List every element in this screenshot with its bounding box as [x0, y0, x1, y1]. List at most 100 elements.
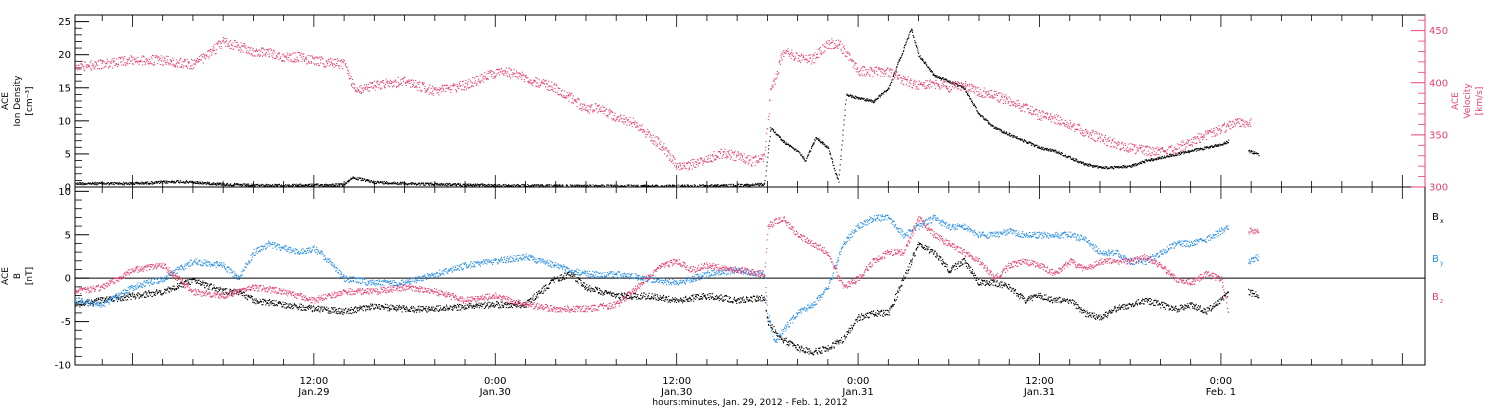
- velocity-point: [213, 46, 214, 47]
- velocity-point: [154, 62, 155, 63]
- velocity-point: [274, 50, 275, 51]
- velocity-point: [340, 66, 341, 67]
- velocity-point: [862, 75, 863, 76]
- velocity-point: [1141, 147, 1142, 148]
- ion-density-point: [1132, 166, 1133, 167]
- velocity-point: [378, 87, 379, 88]
- velocity-point: [450, 89, 451, 90]
- velocity-point: [665, 147, 666, 148]
- velocity-point: [387, 83, 388, 84]
- ion-density-point: [1137, 164, 1138, 165]
- ion-density-point: [1125, 166, 1126, 167]
- velocity-point: [1069, 128, 1070, 129]
- velocity-point: [1182, 140, 1183, 141]
- velocity-point: [145, 62, 146, 63]
- velocity-point: [513, 76, 514, 77]
- velocity-point: [579, 99, 580, 100]
- velocity-point: [503, 70, 504, 71]
- velocity-point: [766, 141, 767, 142]
- velocity-point: [1002, 94, 1003, 95]
- velocity-point: [1010, 98, 1011, 99]
- ion-density-point: [1174, 155, 1175, 156]
- velocity-point: [226, 38, 227, 39]
- velocity-point: [1098, 138, 1099, 139]
- ion-density-point: [766, 166, 767, 167]
- ion-density-point: [874, 102, 875, 103]
- velocity-point: [545, 86, 546, 87]
- velocity-point: [829, 44, 830, 45]
- velocity-point: [213, 47, 214, 48]
- velocity-point: [580, 108, 581, 109]
- ion-density-point: [89, 182, 90, 183]
- velocity-point: [978, 91, 979, 92]
- ion-density-point: [935, 76, 936, 77]
- velocity-point: [559, 88, 560, 89]
- velocity-point: [195, 64, 196, 65]
- velocity-point: [928, 84, 929, 85]
- ion-density-point: [281, 184, 282, 185]
- velocity-point: [572, 102, 573, 103]
- ion-density-point: [819, 139, 820, 140]
- ion-density-point: [887, 89, 888, 90]
- velocity-point: [793, 56, 794, 57]
- ion-density-point: [1215, 144, 1216, 145]
- velocity-point: [435, 87, 436, 88]
- velocity-point: [490, 72, 491, 73]
- velocity-point: [936, 80, 937, 81]
- ion-density-point: [815, 137, 816, 138]
- velocity-point: [130, 61, 131, 62]
- velocity-point: [587, 110, 588, 111]
- velocity-point: [207, 56, 208, 57]
- velocity-point: [657, 144, 658, 145]
- velocity-point: [1176, 153, 1177, 154]
- velocity-point: [1000, 99, 1001, 100]
- velocity-point: [420, 81, 421, 82]
- velocity-point: [740, 154, 741, 155]
- ion-density-point: [1031, 143, 1032, 144]
- ion-density-point: [822, 143, 823, 144]
- velocity-point: [1006, 97, 1007, 98]
- ion-density-point: [1028, 143, 1029, 144]
- velocity-point: [466, 89, 467, 90]
- velocity-point: [1147, 146, 1148, 147]
- ion-density-point: [1109, 168, 1110, 169]
- velocity-point: [1093, 131, 1094, 132]
- velocity-point: [781, 57, 782, 58]
- velocity-point: [778, 73, 779, 74]
- velocity-point: [519, 76, 520, 77]
- velocity-point: [317, 63, 318, 64]
- ion-density-point: [437, 183, 438, 184]
- velocity-point: [770, 100, 771, 101]
- velocity-point: [361, 92, 362, 93]
- velocity-point: [240, 47, 241, 48]
- ion-density-point: [465, 183, 466, 184]
- velocity-point: [168, 56, 169, 57]
- velocity-point: [1120, 149, 1121, 150]
- velocity-point: [938, 85, 939, 86]
- ion-density-point: [896, 69, 897, 70]
- velocity-point: [551, 82, 552, 83]
- velocity-point: [407, 80, 408, 81]
- ion-density-point: [557, 184, 558, 185]
- velocity-point: [471, 82, 472, 83]
- velocity-point: [95, 66, 96, 67]
- ion-density-point: [213, 182, 214, 183]
- ion-density-point: [909, 34, 910, 35]
- velocity-point: [344, 60, 345, 61]
- velocity-point: [975, 86, 976, 87]
- velocity-point: [478, 79, 479, 80]
- velocity-point: [1214, 136, 1215, 137]
- ion-density-point: [716, 186, 717, 187]
- time-axis-title: hours:minutes, Jan. 29, 2012 - Feb. 1, 2…: [652, 398, 847, 408]
- ion-density-point: [999, 129, 1000, 130]
- velocity-point: [899, 75, 900, 76]
- velocity-point: [877, 75, 878, 76]
- velocity-point: [306, 59, 307, 60]
- velocity-point: [431, 93, 432, 94]
- velocity-point: [880, 69, 881, 70]
- velocity-point: [480, 81, 481, 82]
- velocity-point: [1188, 140, 1189, 141]
- velocity-point: [346, 67, 347, 68]
- ion-density-point: [487, 186, 488, 187]
- velocity-point: [104, 67, 105, 68]
